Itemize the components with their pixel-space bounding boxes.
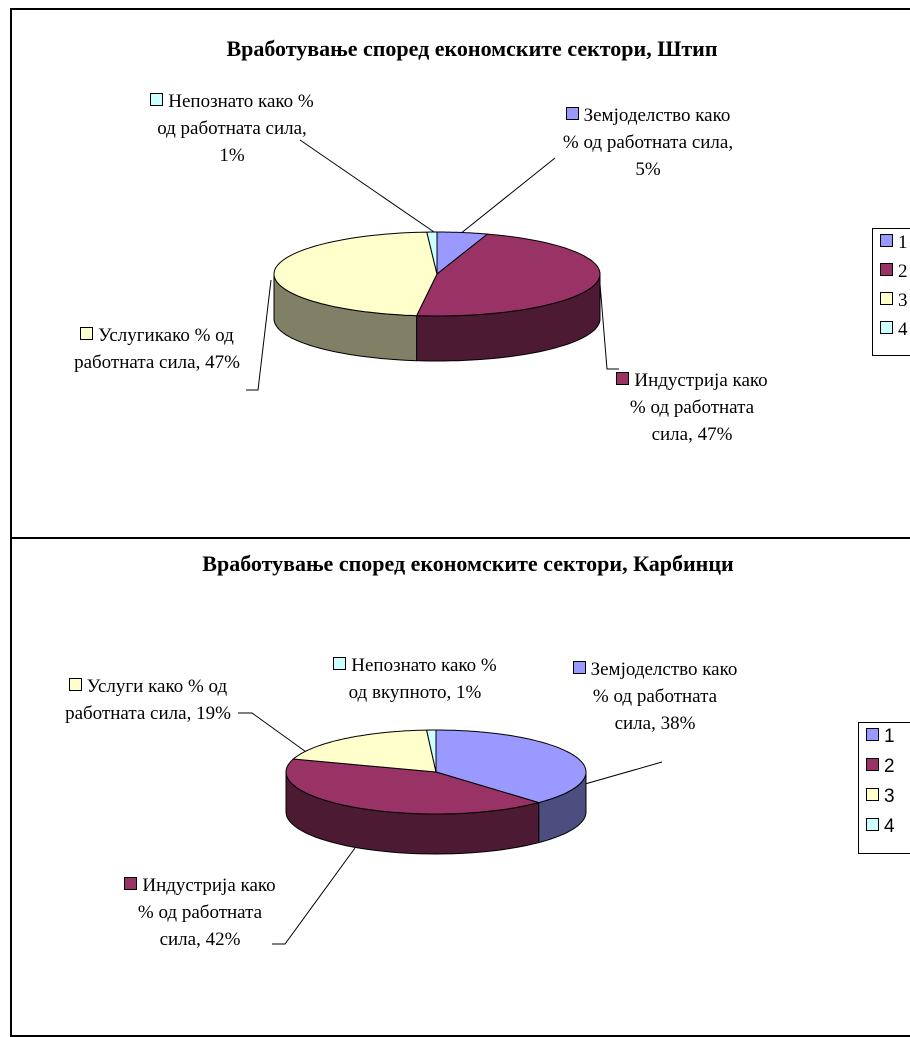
leader-line [246,279,272,391]
legend-swatch [333,657,347,670]
data-label: Индустрија како % од работната сила, 47% [612,367,772,448]
leader-line [599,283,619,370]
legend-swatch [880,234,893,247]
data-label: Услугикако % од работната сила, 47% [57,322,257,376]
legend-swatch [565,107,579,120]
legend-label: 2 [884,756,895,777]
data-label-text: Услугикако % од работната сила, 47% [74,325,240,373]
legend-label: 1 [898,232,908,253]
legend-item: 4 [866,816,895,838]
legend-swatch [866,758,879,771]
legend-item: 1 [880,232,908,254]
legend-label: 2 [898,261,908,282]
pie-slice [415,233,601,317]
legend-item: 3 [880,290,908,312]
legend-swatch [866,728,879,741]
data-label: Непознато како % од работната сила, 1% [150,88,315,169]
data-label: Услуги како % од работната сила, 19% [53,673,243,727]
pie-slice [426,231,438,275]
legend-swatch [880,263,893,276]
legend-swatch [80,327,94,340]
legend-item: 1 [866,726,895,748]
legend-label: 1 [884,726,895,747]
pie-slice [273,231,438,317]
pie-slice [425,729,437,773]
legend-label: 3 [884,786,895,807]
legend-swatch [880,321,893,334]
legend-swatch [124,877,138,890]
chart-title: Вработување според економските сектори, … [202,551,734,576]
legend-item: 2 [866,756,895,778]
data-label: Непознато како % од вкупното, 1% [333,652,498,706]
data-label-text: Земјоделство како % од работната сила, 5… [562,105,734,180]
legend-swatch [866,818,879,831]
leader-line [459,157,556,235]
legend-item: 2 [880,261,908,283]
pie-slice [292,729,437,773]
pie-slice [435,729,587,804]
legend-swatch [150,93,164,106]
data-label-text: Индустрија како % од работната сила, 42% [137,875,276,950]
data-label-text: Непознато како % од вкупното, 1% [348,655,497,703]
data-label: Земјоделство како % од работната сила, 5… [561,102,736,183]
legend-label: 3 [898,290,908,311]
leader-line [238,712,321,763]
legend-item: 3 [866,786,895,808]
data-label-text: Земјоделство како % од работната сила, 3… [590,659,738,734]
legend-item: 4 [880,319,908,341]
legend-swatch [68,678,82,691]
pie-slice [285,758,541,815]
legend-swatch [572,661,586,674]
data-label: Индустрија како % од работната сила, 42% [120,872,280,953]
data-label-text: Услуги како % од работната сила, 19% [65,676,231,724]
leader-line [299,139,435,233]
data-label: Земјоделство како % од работната сила, 3… [570,656,740,737]
leader-line [272,847,356,945]
chart-title: Вработување според економските сектори, … [226,36,718,61]
data-label-text: Индустрија како % од работната сила, 47% [629,370,768,445]
leader-line [577,761,663,787]
legend-label: 4 [898,319,908,340]
legend-swatch [880,292,893,305]
leader-lines [238,139,663,945]
data-label-text: Непознато како % од работната сила, 1% [157,91,314,166]
legend-label: 4 [884,816,895,837]
legend-swatch [866,788,879,801]
legend-swatch [616,372,630,385]
